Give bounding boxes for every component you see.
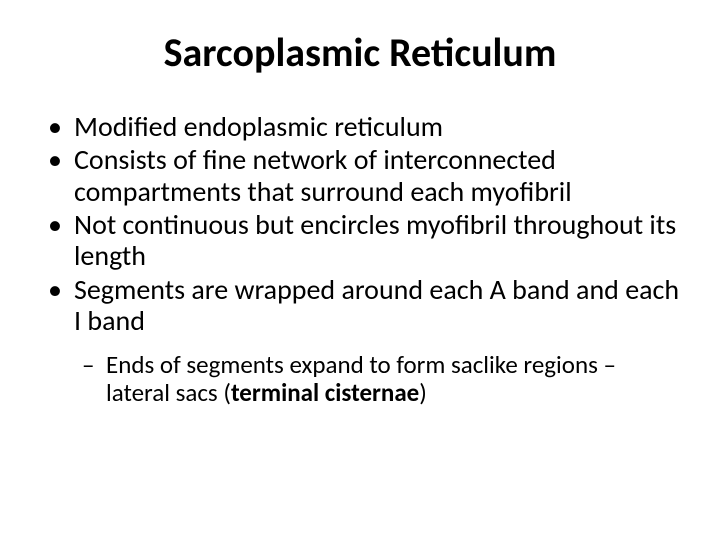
list-item-text: Segments are wrapped around each A band …: [74, 272, 679, 338]
list-item: Not continuous but encircles myofibril t…: [74, 209, 700, 272]
bullet-list-level2: Ends of segments expand to form saclike …: [74, 351, 680, 407]
sub-list-item: Ends of segments expand to form saclike …: [106, 351, 680, 407]
sub-item-bold: terminal cisternae: [231, 377, 419, 408]
bullet-list-level1: Modified endoplasmic reticulum Consists …: [20, 111, 700, 407]
list-item: Modified endoplasmic reticulum: [74, 111, 700, 142]
slide-title: Sarcoplasmic Reticulum: [20, 28, 700, 77]
list-item: Consists of fine network of interconnect…: [74, 144, 700, 207]
list-item: Segments are wrapped around each A band …: [74, 274, 700, 407]
sub-item-suffix: ): [419, 377, 427, 408]
